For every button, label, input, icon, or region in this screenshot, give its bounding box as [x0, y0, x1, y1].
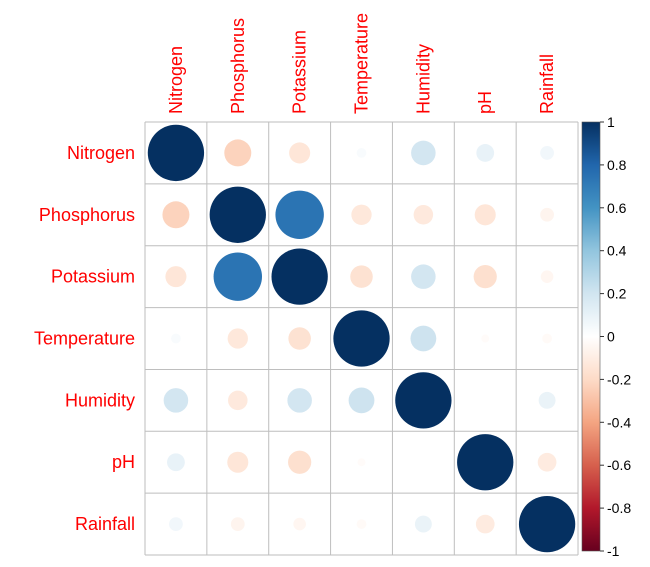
colorbar-tick-label: -1	[607, 543, 620, 559]
row-labels: Nitrogen Phosphorus Potassium Temperature Hu…	[34, 143, 135, 534]
correlation-circle-rainfall-temperature	[356, 519, 367, 529]
row-label: Humidity	[65, 390, 135, 410]
correlation-circle-humidity-phosphorus	[228, 390, 248, 411]
colorbar-tick-label: 0.6	[607, 200, 627, 216]
grid	[144, 121, 579, 556]
correlation-circle-temperature-nitrogen	[171, 333, 181, 344]
correlation-circle-rainfall-ph	[475, 514, 495, 534]
colorbar-tick-label: 0.8	[607, 157, 627, 173]
column-label: Nitrogen	[166, 46, 186, 114]
colorbar-tick-label: 0.2	[607, 286, 627, 302]
correlation-circle-phosphorus-temperature	[351, 204, 372, 225]
correlation-circle-humidity-potassium	[287, 388, 312, 413]
correlation-circle-humidity-nitrogen	[163, 388, 189, 413]
correlation-circle-phosphorus-phosphorus	[209, 186, 266, 243]
correlation-circle-humidity-humidity	[395, 372, 452, 429]
correlation-circle-temperature-phosphorus	[227, 328, 248, 349]
correlation-circle-temperature-temperature	[333, 310, 390, 367]
row-label: Rainfall	[75, 514, 135, 534]
colorbar: 1 0.8 0.6 0.4 0.2 0 -0.2 -0.4 -0.6 -0.8 -1	[581, 114, 631, 559]
correlation-circle-temperature-potassium	[288, 327, 311, 350]
correlation-circle-ph-phosphorus	[227, 451, 249, 473]
correlation-circle-temperature-humidity	[410, 325, 437, 352]
colorbar-tick-label: 0	[607, 329, 615, 345]
colorbar-tick-label: 1	[607, 114, 615, 130]
row-label: Temperature	[34, 329, 135, 349]
correlation-circle-humidity-temperature	[348, 387, 375, 414]
column-label: Rainfall	[537, 54, 557, 114]
correlation-circle-nitrogen-potassium	[289, 142, 311, 164]
correlation-circle-rainfall-nitrogen	[169, 517, 183, 531]
colorbar-tick-label: -0.6	[607, 457, 631, 473]
correlation-circle-phosphorus-nitrogen	[162, 201, 190, 229]
correlation-circle-nitrogen-phosphorus	[224, 139, 252, 167]
row-label: Nitrogen	[67, 143, 135, 163]
correlation-circle-phosphorus-rainfall	[540, 207, 554, 222]
correlation-circle-potassium-potassium	[271, 248, 328, 305]
correlation-circle-potassium-ph	[473, 265, 497, 289]
colorbar-tick-label: -0.2	[607, 371, 631, 387]
correlation-circle-nitrogen-humidity	[411, 140, 436, 166]
column-label: Temperature	[352, 13, 372, 114]
correlation-circle-nitrogen-ph	[476, 144, 495, 162]
colorbar-gradient	[581, 121, 601, 552]
correlation-circle-potassium-nitrogen	[165, 266, 187, 288]
colorbar-tick-label: -0.8	[607, 500, 631, 516]
correlation-circle-potassium-temperature	[350, 265, 373, 288]
row-label: pH	[112, 452, 135, 472]
row-label: Phosphorus	[39, 205, 135, 225]
row-label: Potassium	[51, 267, 135, 287]
correlation-circle-potassium-humidity	[411, 264, 436, 289]
column-labels: Nitrogen Phosphorus Potassium Temperature Hu…	[166, 13, 557, 114]
correlation-circle-nitrogen-rainfall	[540, 146, 554, 160]
correlation-circle-ph-potassium	[288, 450, 312, 474]
correlation-circle-potassium-rainfall	[540, 270, 554, 283]
correlation-circle-ph-nitrogen	[167, 453, 185, 472]
correlation-circle-ph-ph	[457, 434, 514, 491]
column-label: Humidity	[413, 44, 433, 114]
correlation-circle-nitrogen-nitrogen	[147, 124, 205, 182]
correlation-circle-potassium-phosphorus	[213, 252, 262, 301]
correlation-circle-phosphorus-potassium	[275, 190, 324, 239]
colorbar-tick-label: -0.4	[607, 414, 631, 430]
correlation-circle-humidity-rainfall	[538, 391, 556, 409]
colorbar-tick-label: 0.4	[607, 243, 627, 259]
correlation-circle-nitrogen-temperature	[356, 148, 367, 158]
correlation-circles	[147, 124, 576, 553]
correlation-circle-temperature-ph	[481, 334, 490, 343]
column-label: Potassium	[290, 30, 310, 114]
column-label: pH	[475, 91, 495, 114]
correlation-circle-rainfall-rainfall	[518, 495, 576, 553]
correlation-circle-ph-temperature	[357, 458, 366, 467]
correlation-circle-temperature-rainfall	[542, 333, 552, 344]
correlation-circle-rainfall-potassium	[293, 517, 306, 531]
correlation-circle-phosphorus-ph	[474, 204, 496, 226]
correlation-circle-ph-rainfall	[537, 452, 557, 472]
correlation-circle-phosphorus-humidity	[413, 205, 434, 225]
correlation-circle-rainfall-humidity	[414, 515, 432, 533]
correlation-circle-rainfall-phosphorus	[230, 517, 245, 531]
column-label: Phosphorus	[228, 18, 248, 114]
